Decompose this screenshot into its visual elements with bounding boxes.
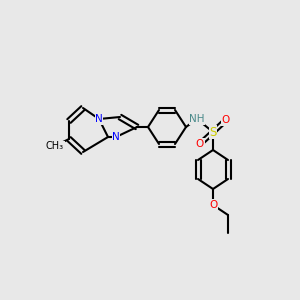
Text: O: O — [222, 115, 230, 125]
Text: O: O — [209, 200, 217, 210]
Text: O: O — [196, 139, 204, 149]
Text: N: N — [112, 132, 120, 142]
Text: NH: NH — [189, 114, 205, 124]
Text: S: S — [209, 125, 217, 139]
Text: CH₃: CH₃ — [46, 141, 64, 151]
Text: N: N — [95, 114, 103, 124]
